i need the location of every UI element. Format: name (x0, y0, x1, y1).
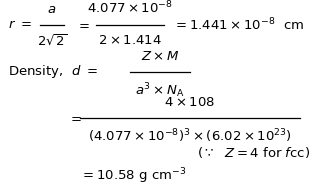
Text: $4.077\times10^{-8}$: $4.077\times10^{-8}$ (87, 0, 173, 16)
Text: $=10.58\ \mathrm{g\ cm}^{-3}$: $=10.58\ \mathrm{g\ cm}^{-3}$ (80, 166, 187, 186)
Text: $4\times108$: $4\times108$ (164, 96, 216, 109)
Text: $Z\times M$: $Z\times M$ (141, 50, 179, 63)
Text: $(4.077\times10^{-8})^3\times(6.02\times10^{23})$: $(4.077\times10^{-8})^3\times(6.02\times… (88, 127, 292, 145)
Text: Density,  $d\ =$: Density, $d\ =$ (8, 63, 98, 81)
Text: $2\times1.414$: $2\times1.414$ (98, 34, 162, 47)
Text: $(\because\ \ Z = 4\ \mathrm{for}\ \mathit{f}\mathrm{cc})$: $(\because\ \ Z = 4\ \mathrm{for}\ \math… (197, 146, 310, 160)
Text: $a^3\times N_\mathrm{A}$: $a^3\times N_\mathrm{A}$ (135, 81, 185, 100)
Text: $a$: $a$ (47, 3, 57, 16)
Text: $=$: $=$ (68, 112, 82, 125)
Text: $\ =\ $: $\ =\ $ (72, 18, 91, 31)
Text: $r\ =\ $: $r\ =\ $ (8, 18, 32, 31)
Text: $=1.441\times10^{-8}\ \ \mathrm{cm}$: $=1.441\times10^{-8}\ \ \mathrm{cm}$ (173, 17, 304, 33)
Text: $2\sqrt{2}$: $2\sqrt{2}$ (37, 34, 67, 49)
